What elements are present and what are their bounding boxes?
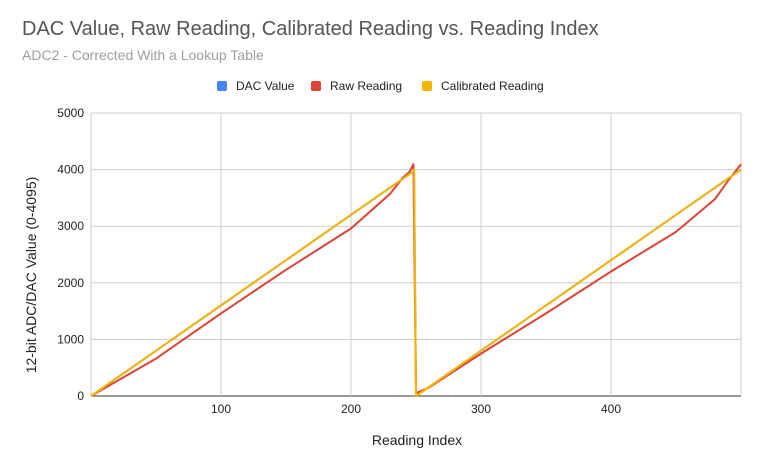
x-tick-label: 400 — [601, 402, 621, 416]
legend-swatch-dac-value — [217, 81, 227, 91]
x-axis-ticks: 100 200 300 400 — [211, 402, 621, 416]
legend-swatch-calibrated-reading — [422, 81, 432, 91]
series-line-calibrated-reading — [90, 168, 742, 397]
x-tick-label: 200 — [341, 402, 361, 416]
legend-item-calibrated-reading[interactable]: Calibrated Reading — [422, 79, 544, 93]
y-tick-label: 4000 — [57, 163, 84, 177]
legend-item-dac-value[interactable]: DAC Value — [217, 79, 295, 93]
series-layer — [90, 163, 742, 397]
legend-label-dac-value: DAC Value — [236, 79, 295, 93]
y-tick-label: 1000 — [57, 332, 84, 346]
legend-label-calibrated-reading: Calibrated Reading — [441, 79, 544, 93]
legend-swatch-raw-reading — [311, 81, 321, 91]
gridlines — [90, 112, 742, 397]
chart-title: DAC Value, Raw Reading, Calibrated Readi… — [22, 18, 599, 40]
x-axis-title: Reading Index — [372, 432, 462, 448]
x-tick-label: 300 — [471, 402, 491, 416]
legend-item-raw-reading[interactable]: Raw Reading — [311, 79, 402, 93]
legend: DAC Value Raw Reading Calibrated Reading — [217, 79, 544, 93]
y-axis-ticks: 0 1000 2000 3000 4000 5000 — [57, 106, 84, 403]
chart-subtitle: ADC2 - Corrected With a Lookup Table — [22, 47, 264, 63]
y-tick-label: 2000 — [57, 276, 84, 290]
y-axis-title: 12-bit ADC/DAC Value (0-4095) — [23, 177, 39, 374]
y-tick-label: 0 — [77, 389, 84, 403]
y-tick-label: 3000 — [57, 219, 84, 233]
y-tick-label: 5000 — [57, 106, 84, 120]
x-tick-label: 100 — [211, 402, 231, 416]
legend-label-raw-reading: Raw Reading — [330, 79, 402, 93]
